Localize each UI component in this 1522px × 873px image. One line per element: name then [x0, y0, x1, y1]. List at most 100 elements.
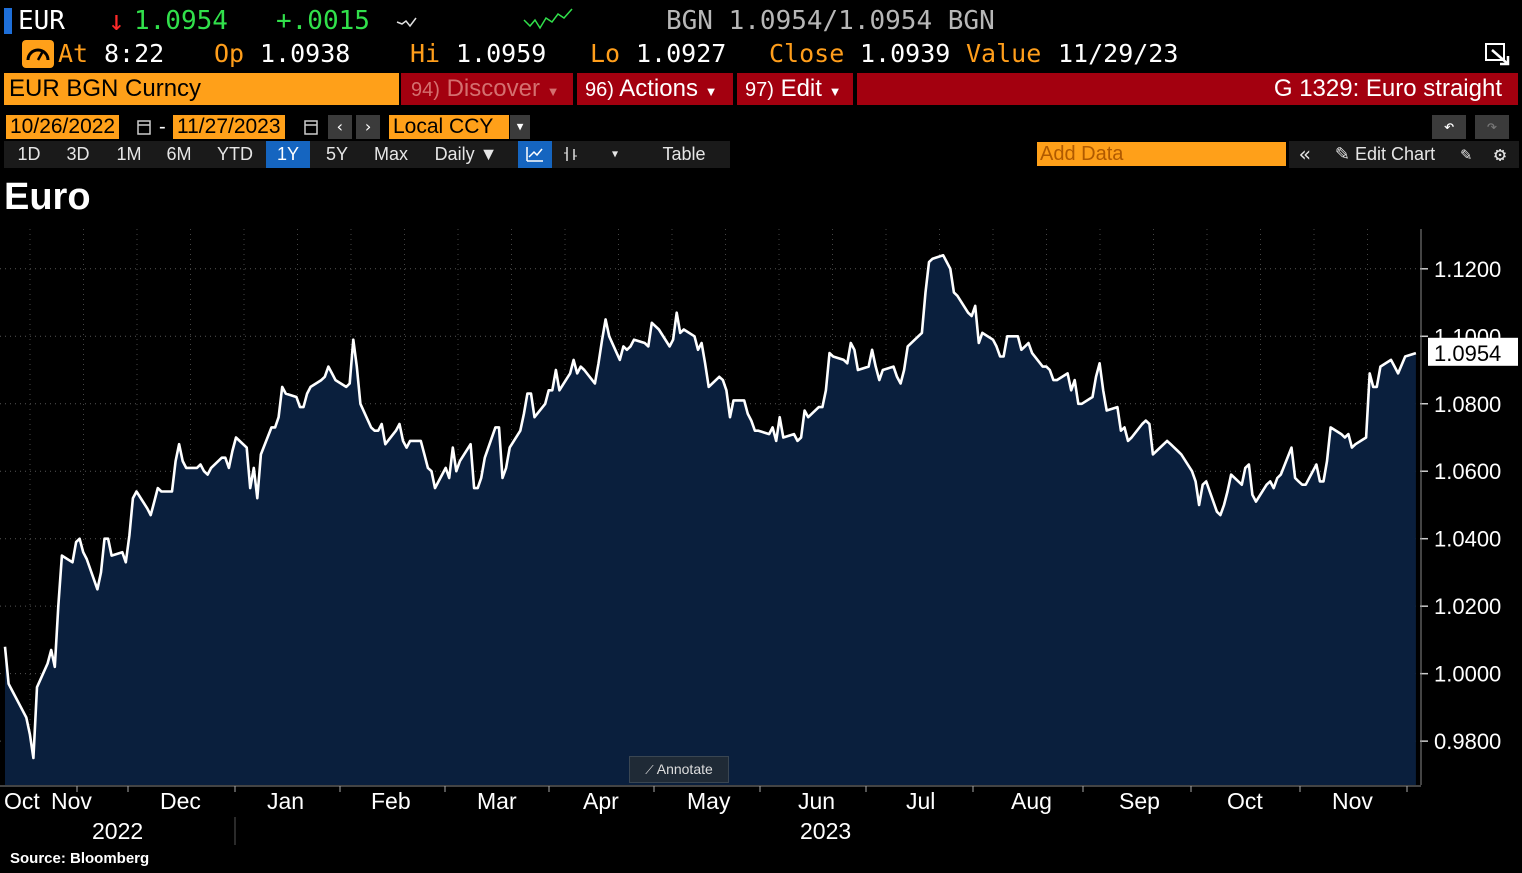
- chevron-down-icon: ▼: [828, 84, 842, 99]
- y-tick-label: 1.0400: [1434, 527, 1501, 552]
- range-1d[interactable]: 1D: [17, 144, 41, 164]
- x-tick-label: Nov: [51, 788, 92, 814]
- collapse-icon[interactable]: «: [1298, 142, 1312, 166]
- edit-number: 97): [745, 79, 774, 101]
- series-line: [3, 253, 1417, 760]
- currency-select[interactable]: Local CCY: [389, 115, 509, 139]
- popout-icon[interactable]: [1484, 42, 1512, 68]
- gear-icon[interactable]: ⚙: [1493, 142, 1507, 166]
- down-arrow-icon: ↓: [108, 4, 125, 37]
- chevron-down-icon: ▼: [479, 144, 498, 164]
- redo-button[interactable]: ↷: [1475, 115, 1509, 139]
- table-button[interactable]: Table: [662, 144, 706, 164]
- x-tick-label: Jan: [267, 788, 304, 814]
- y-tick-label: 1.0600: [1434, 459, 1501, 484]
- chevron-down-icon: ▼: [546, 84, 560, 99]
- calendar-icon[interactable]: [303, 118, 319, 136]
- frequency-label: Daily: [434, 144, 475, 164]
- prev-period-button[interactable]: ‹: [328, 115, 352, 139]
- ticker: EUR: [18, 6, 65, 36]
- discover-menu[interactable]: 94) Discover ▼: [401, 73, 573, 105]
- close-value: 1.0939: [860, 39, 951, 68]
- value-date: 11/29/23: [1058, 39, 1179, 68]
- annotate-label: Annotate: [656, 761, 713, 777]
- range-ytd[interactable]: YTD: [217, 144, 253, 164]
- x-tick-label: Dec: [160, 788, 201, 814]
- calendar-icon[interactable]: [136, 118, 152, 136]
- y-tick-label: 1.0800: [1434, 392, 1501, 417]
- lo-label: Lo: [590, 39, 621, 68]
- x-tick-label: Mar: [477, 788, 517, 814]
- x-tick-label: May: [687, 788, 731, 814]
- edit-menu[interactable]: 97) Edit ▼: [737, 73, 853, 105]
- actions-menu[interactable]: 96) Actions ▼: [577, 73, 733, 105]
- y-tick-label: 1.0000: [1434, 662, 1501, 687]
- source-note: Source: Bloomberg: [10, 850, 150, 867]
- hi-label: Hi: [410, 39, 441, 68]
- x-tick-label: Jun: [798, 788, 835, 814]
- mini-chart-icon: [396, 17, 417, 28]
- y-tick-label: 1.0200: [1434, 594, 1501, 619]
- bar-chart-icon[interactable]: [556, 141, 586, 168]
- price-change: +.0015: [276, 6, 370, 36]
- currency-dropdown-icon[interactable]: ▼: [510, 115, 530, 139]
- annotate-button[interactable]: ⟋ Annotate: [629, 756, 729, 783]
- discover-label: Discover: [446, 75, 540, 102]
- undo-button[interactable]: ↶: [1432, 115, 1466, 139]
- price-chart[interactable]: 0.98001.00001.02001.04001.06001.08001.10…: [0, 222, 1522, 873]
- pencil-icon: ✎: [1334, 144, 1351, 164]
- range-toolbar: [4, 141, 730, 168]
- at-value: 8:22: [104, 39, 165, 68]
- range-1m[interactable]: 1M: [116, 144, 142, 164]
- op-value: 1.0938: [260, 39, 351, 68]
- pencil-icon: ⟋: [645, 763, 654, 777]
- toolbar-right: [1289, 141, 1519, 168]
- edit-chart-button[interactable]: ✎ Edit Chart: [1326, 141, 1444, 168]
- source-quote: BGN 1.0954/1.0954 BGN: [666, 6, 995, 36]
- hi-value: 1.0959: [456, 39, 547, 68]
- series-area: [5, 255, 1416, 786]
- start-date-field[interactable]: 10/26/2022: [6, 115, 120, 139]
- x-tick-label: Oct: [4, 788, 40, 814]
- date-separator: -: [159, 116, 166, 138]
- last-value-label: 1.0954: [1434, 341, 1501, 366]
- last-value-box: [1428, 337, 1518, 366]
- frequency-select[interactable]: Daily ▼: [424, 141, 508, 168]
- op-label: Op: [214, 39, 245, 68]
- gauge-icon[interactable]: [22, 40, 54, 68]
- edit-label: Edit: [780, 75, 822, 102]
- chevron-down-icon: ▼: [704, 84, 718, 99]
- year-label: 2023: [800, 818, 851, 844]
- x-tick-label: Aug: [1011, 788, 1052, 814]
- chart-type-dropdown-icon[interactable]: ▼: [611, 149, 619, 160]
- security-field[interactable]: EUR BGN Curncy: [4, 73, 399, 105]
- value-label: Value: [966, 39, 1042, 68]
- range-6m[interactable]: 6M: [166, 144, 192, 164]
- line-chart-icon[interactable]: [518, 141, 552, 168]
- add-data-input[interactable]: Add Data: [1037, 142, 1286, 166]
- draw-icon[interactable]: ✎: [1460, 144, 1472, 165]
- x-tick-label: Sep: [1119, 788, 1160, 814]
- x-tick-label: Apr: [583, 788, 619, 814]
- range-5y[interactable]: 5Y: [325, 144, 349, 164]
- year-label: 2022: [92, 818, 143, 844]
- end-date-field[interactable]: 11/27/2023: [173, 115, 285, 139]
- actions-label: Actions: [619, 75, 698, 102]
- edit-chart-label: Edit Chart: [1355, 144, 1436, 164]
- range-3d[interactable]: 3D: [66, 144, 90, 164]
- close-label: Close: [769, 39, 845, 68]
- at-label: At: [58, 39, 89, 68]
- x-tick-label: Nov: [1332, 788, 1373, 814]
- range-max[interactable]: Max: [373, 144, 408, 164]
- screen-title: G 1329: Euro straight: [857, 73, 1518, 105]
- x-tick-label: Feb: [371, 788, 411, 814]
- x-tick-label: Jul: [906, 788, 935, 814]
- lo-value: 1.0927: [636, 39, 727, 68]
- y-tick-label: 0.9800: [1434, 729, 1501, 754]
- next-period-button[interactable]: ›: [356, 115, 380, 139]
- range-1y[interactable]: 1Y: [266, 141, 310, 168]
- ticker-marker: [4, 8, 12, 34]
- x-tick-label: Oct: [1227, 788, 1263, 814]
- y-tick-label: 1.1200: [1434, 257, 1501, 282]
- chart-title: Euro: [4, 176, 91, 218]
